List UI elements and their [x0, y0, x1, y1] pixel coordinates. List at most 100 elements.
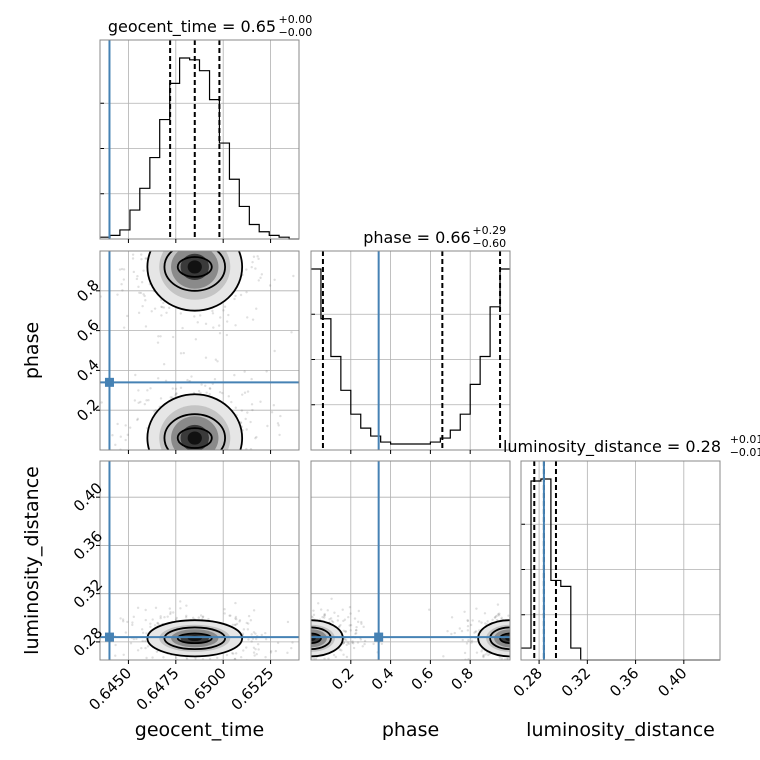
scatter-point: [152, 223, 154, 225]
scatter-point: [207, 474, 209, 476]
scatter-point: [224, 452, 226, 454]
scatter-point: [120, 267, 124, 271]
y-tick-label: 0.4: [73, 356, 103, 386]
scatter-point: [306, 411, 308, 413]
scatter-point: [463, 651, 467, 655]
scatter-point: [239, 293, 243, 297]
scatter-point: [525, 655, 527, 657]
scatter-point: [171, 335, 175, 339]
scatter-point: [145, 675, 147, 677]
scatter-point: [482, 655, 485, 659]
scatter-point: [308, 629, 310, 631]
scatter-point: [524, 642, 526, 644]
scatter-point: [300, 656, 302, 658]
scatter-point: [283, 649, 285, 651]
scatter-point: [307, 616, 309, 618]
scatter-point: [307, 661, 309, 663]
scatter-point: [243, 370, 246, 373]
scatter-point: [354, 629, 358, 632]
scatter-point: [160, 305, 163, 308]
panel-title-geocent_time: geocent_time = 0.65 +0.00−0.00: [108, 13, 312, 39]
scatter-point: [511, 620, 513, 622]
scatter-point: [518, 642, 520, 644]
scatter-point: [189, 487, 191, 489]
scatter-point: [475, 651, 479, 654]
title-lower-error: −0.00: [279, 26, 313, 39]
scatter-point: [234, 465, 236, 467]
scatter-point: [355, 629, 358, 632]
scatter-point: [250, 640, 253, 643]
scatter-point: [510, 638, 512, 640]
scatter-point: [528, 631, 530, 633]
scatter-point: [286, 647, 288, 649]
scatter-point: [313, 669, 315, 671]
scatter-point: [305, 634, 307, 636]
scatter-point: [250, 215, 252, 217]
scatter-point: [360, 620, 363, 624]
scatter-point: [160, 314, 163, 317]
scatter-point: [220, 484, 222, 486]
scatter-point: [141, 304, 144, 308]
scatter-point: [246, 218, 248, 220]
scatter-point: [156, 475, 158, 477]
scatter-point: [144, 608, 147, 612]
scatter-point: [158, 455, 160, 457]
scatter-point: [260, 633, 264, 637]
scatter-point: [132, 615, 135, 619]
scatter-point: [317, 602, 320, 605]
scatter-point: [259, 451, 261, 453]
scatter-point: [286, 620, 290, 624]
scatter-point: [514, 639, 516, 641]
scatter-point: [196, 516, 198, 518]
scatter-point: [134, 373, 137, 377]
scatter-point: [152, 194, 154, 196]
scatter-point: [152, 492, 154, 494]
x-tick-label: 0.36: [606, 664, 642, 700]
scatter-point: [208, 387, 212, 390]
scatter-point: [517, 652, 519, 654]
scatter-point: [267, 631, 269, 633]
scatter-point: [306, 638, 308, 640]
scatter-point: [291, 616, 293, 618]
scatter-point: [318, 664, 320, 666]
scatter-point: [303, 649, 305, 651]
scatter-point: [241, 451, 243, 453]
scatter-point: [155, 466, 157, 468]
scatter-point: [513, 639, 515, 641]
scatter-point: [190, 669, 192, 671]
scatter-point: [342, 641, 346, 645]
scatter-point: [548, 646, 550, 648]
scatter-point: [131, 224, 133, 226]
scatter-point: [516, 648, 518, 650]
scatter-point: [286, 639, 288, 641]
scatter-point: [133, 399, 137, 402]
scatter-point: [264, 631, 267, 635]
scatter-point: [301, 631, 303, 633]
scatter-point: [281, 620, 283, 622]
scatter-point: [498, 614, 501, 617]
scatter-point: [205, 456, 207, 458]
scatter-point: [518, 651, 520, 653]
scatter-point: [484, 622, 487, 625]
scatter-point: [352, 642, 355, 645]
scatter-point: [248, 468, 250, 470]
scatter-point: [500, 616, 503, 619]
scatter-point: [178, 209, 180, 211]
axis-frame: [310, 460, 511, 661]
scatter-point: [153, 624, 157, 627]
scatter-point: [144, 325, 148, 328]
scatter-point: [288, 665, 290, 667]
scatter-point: [264, 651, 266, 653]
scatter-point: [262, 655, 264, 657]
x-tick-label: 0.6450: [85, 664, 135, 714]
scatter-point: [171, 184, 173, 186]
scatter-point: [216, 248, 218, 250]
scatter-point: [144, 639, 147, 643]
scatter-point: [469, 623, 473, 627]
scatter-point: [271, 627, 273, 629]
scatter-point: [203, 452, 205, 454]
scatter-point: [516, 659, 518, 661]
scatter-point: [292, 628, 294, 630]
scatter-point: [541, 645, 543, 647]
scatter-point: [517, 644, 519, 646]
